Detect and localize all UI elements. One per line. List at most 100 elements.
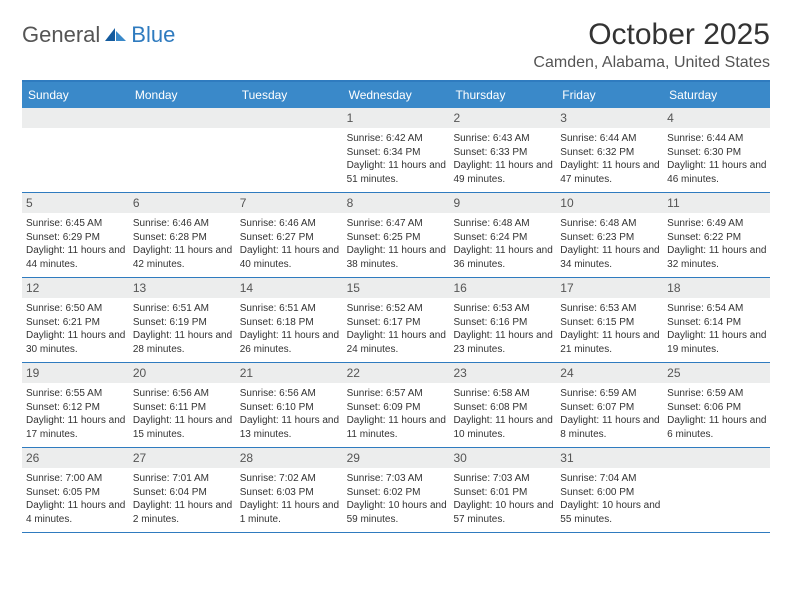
calendar-day-cell: 18Sunrise: 6:54 AMSunset: 6:14 PMDayligh… [663,278,770,362]
calendar-day-cell [663,448,770,532]
sunset-text: Sunset: 6:33 PM [453,146,554,160]
calendar-day-cell: 21 Sunrise: 6:56 AMSunset: 6:10 PMDayligh… [236,363,343,447]
sunrise-text: Sunrise: 6:59 AM [560,387,661,401]
daylight-text: Daylight: 10 hours and 59 minutes. [347,499,448,526]
day-info: Sunrise: 7:01 AMSunset: 6:04 PMDaylight:… [131,472,234,526]
daylight-text: Daylight: 11 hours and 30 minutes. [26,329,127,356]
calendar-day-cell: 26 Sunrise: 7:00 AMSunset: 6:05 PMDayligh… [22,448,129,532]
calendar-day-cell: 22 Sunrise: 6:57 AMSunset: 6:09 PMDayligh… [343,363,450,447]
sunrise-text: Sunrise: 6:43 AM [453,132,554,146]
day-info: Sunrise: 6:53 AMSunset: 6:15 PMDaylight:… [558,302,661,356]
sunset-text: Sunset: 6:03 PM [240,486,341,500]
sunrise-text: Sunrise: 7:00 AM [26,472,127,486]
day-number: 15 [343,278,450,298]
day-info: Sunrise: 6:59 AMSunset: 6:06 PMDaylight:… [665,387,768,441]
sunset-text: Sunset: 6:02 PM [347,486,448,500]
day-number: 17 [556,278,663,298]
calendar-day-cell: 20Sunrise: 6:56 AMSunset: 6:11 PMDayligh… [129,363,236,447]
day-info: Sunrise: 6:55 AMSunset: 6:12 PMDaylight:… [24,387,127,441]
sunset-text: Sunset: 6:24 PM [453,231,554,245]
day-number: 26 [22,448,129,468]
day-number: 31 [556,448,663,468]
day-number: 19 [22,363,129,383]
sunrise-text: Sunrise: 6:48 AM [560,217,661,231]
calendar-day-cell: 11Sunrise: 6:49 AMSunset: 6:22 PMDayligh… [663,193,770,277]
day-header: Monday [129,82,236,108]
title-block: October 2025 Camden, Alabama, United Sta… [533,18,770,72]
day-info: Sunrise: 6:52 AMSunset: 6:17 PMDaylight:… [345,302,448,356]
calendar-day-cell: 16 Sunrise: 6:53 AMSunset: 6:16 PMDayligh… [449,278,556,362]
day-info: Sunrise: 6:48 AMSunset: 6:24 PMDaylight:… [451,217,554,271]
sunset-text: Sunset: 6:05 PM [26,486,127,500]
sunset-text: Sunset: 6:18 PM [240,316,341,330]
calendar-day-cell: 27Sunrise: 7:01 AMSunset: 6:04 PMDayligh… [129,448,236,532]
sunrise-text: Sunrise: 6:45 AM [26,217,127,231]
logo: General Blue [22,18,175,48]
calendar-week-row: 26Sunrise: 7:00 AMSunset: 6:05 PMDayligh… [22,448,770,533]
daylight-text: Daylight: 11 hours and 15 minutes. [133,414,234,441]
daylight-text: Daylight: 10 hours and 57 minutes. [453,499,554,526]
day-info: Sunrise: 6:46 AMSunset: 6:27 PMDaylight:… [238,217,341,271]
day-number: 2 [449,108,556,128]
sunset-text: Sunset: 6:34 PM [347,146,448,160]
calendar-week-row: 19Sunrise: 6:55 AMSunset: 6:12 PMDayligh… [22,363,770,448]
day-number: 7 [236,193,343,213]
day-number [663,448,770,468]
sunset-text: Sunset: 6:17 PM [347,316,448,330]
calendar-day-cell: 14 Sunrise: 6:51 AMSunset: 6:18 PMDayligh… [236,278,343,362]
day-number: 10 [556,193,663,213]
calendar-page: General Blue October 2025 Camden, Alabam… [0,0,792,543]
daylight-text: Daylight: 11 hours and 32 minutes. [667,244,768,271]
day-info: Sunrise: 6:46 AMSunset: 6:28 PMDaylight:… [131,217,234,271]
day-number: 21 [236,363,343,383]
day-number: 14 [236,278,343,298]
sunset-text: Sunset: 6:22 PM [667,231,768,245]
sunrise-text: Sunrise: 6:47 AM [347,217,448,231]
day-info: Sunrise: 6:57 AMSunset: 6:09 PMDaylight:… [345,387,448,441]
day-info: Sunrise: 6:53 AMSunset: 6:16 PMDaylight:… [451,302,554,356]
sunrise-text: Sunrise: 6:55 AM [26,387,127,401]
calendar-day-cell: 12Sunrise: 6:50 AMSunset: 6:21 PMDayligh… [22,278,129,362]
day-number: 5 [22,193,129,213]
day-number: 16 [449,278,556,298]
calendar-day-cell: 4Sunrise: 6:44 AMSunset: 6:30 PMDaylight… [663,108,770,192]
daylight-text: Daylight: 11 hours and 26 minutes. [240,329,341,356]
day-info: Sunrise: 6:56 AMSunset: 6:11 PMDaylight:… [131,387,234,441]
day-number: 8 [343,193,450,213]
daylight-text: Daylight: 11 hours and 4 minutes. [26,499,127,526]
day-header: Sunday [22,82,129,108]
calendar-grid: Sunday Monday Tuesday Wednesday Thursday… [22,80,770,533]
sunset-text: Sunset: 6:12 PM [26,401,127,415]
daylight-text: Daylight: 11 hours and 42 minutes. [133,244,234,271]
daylight-text: Daylight: 11 hours and 46 minutes. [667,159,768,186]
sunrise-text: Sunrise: 6:42 AM [347,132,448,146]
sunset-text: Sunset: 6:27 PM [240,231,341,245]
calendar-day-cell: 23Sunrise: 6:58 AMSunset: 6:08 PMDayligh… [449,363,556,447]
calendar-day-cell: 1Sunrise: 6:42 AMSunset: 6:34 PMDaylight… [343,108,450,192]
sunrise-text: Sunrise: 7:03 AM [347,472,448,486]
day-info: Sunrise: 6:58 AMSunset: 6:08 PMDaylight:… [451,387,554,441]
sunset-text: Sunset: 6:19 PM [133,316,234,330]
calendar-day-cell: 3Sunrise: 6:44 AMSunset: 6:32 PMDaylight… [556,108,663,192]
sunset-text: Sunset: 6:14 PM [667,316,768,330]
day-number: 6 [129,193,236,213]
sunset-text: Sunset: 6:28 PM [133,231,234,245]
daylight-text: Daylight: 11 hours and 2 minutes. [133,499,234,526]
day-number: 11 [663,193,770,213]
day-info: Sunrise: 6:56 AMSunset: 6:10 PMDaylight:… [238,387,341,441]
calendar-day-cell: 7 Sunrise: 6:46 AMSunset: 6:27 PMDaylight… [236,193,343,277]
daylight-text: Daylight: 11 hours and 49 minutes. [453,159,554,186]
daylight-text: Daylight: 11 hours and 10 minutes. [453,414,554,441]
day-info: Sunrise: 6:50 AMSunset: 6:21 PMDaylight:… [24,302,127,356]
day-number: 22 [343,363,450,383]
sunrise-text: Sunrise: 6:48 AM [453,217,554,231]
day-header: Thursday [449,82,556,108]
day-info: Sunrise: 6:42 AMSunset: 6:34 PMDaylight:… [345,132,448,186]
day-info: Sunrise: 6:51 AMSunset: 6:18 PMDaylight:… [238,302,341,356]
daylight-text: Daylight: 11 hours and 38 minutes. [347,244,448,271]
day-info: Sunrise: 6:48 AMSunset: 6:23 PMDaylight:… [558,217,661,271]
calendar-day-cell: 9Sunrise: 6:48 AMSunset: 6:24 PMDaylight… [449,193,556,277]
sunrise-text: Sunrise: 6:59 AM [667,387,768,401]
sunset-text: Sunset: 6:04 PM [133,486,234,500]
daylight-text: Daylight: 11 hours and 17 minutes. [26,414,127,441]
